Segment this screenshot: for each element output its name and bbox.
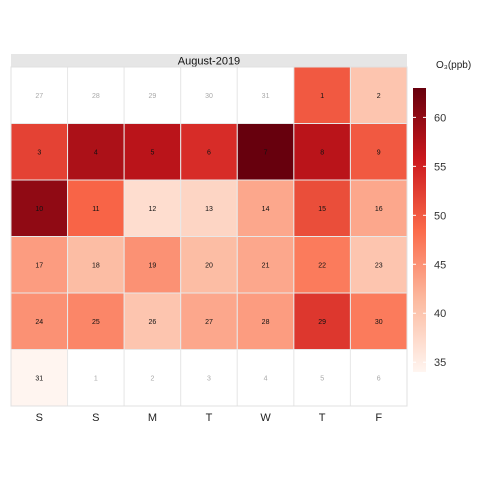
calendar-cell	[180, 123, 238, 181]
day-label: 2	[150, 375, 154, 382]
weekday-label: M	[148, 412, 157, 424]
calendar-cell	[180, 292, 238, 350]
legend-tick-label: 40	[434, 308, 446, 320]
legend-tick-label: 60	[434, 112, 446, 124]
calendar-cell	[236, 123, 295, 181]
calendar-cell-empty	[349, 349, 408, 407]
day-label: 13	[205, 206, 213, 213]
day-label: 7	[264, 149, 268, 156]
day-label: 30	[375, 319, 383, 326]
calendar-cell-empty	[293, 349, 351, 407]
day-label: 6	[207, 149, 211, 156]
day-label: 19	[149, 262, 157, 269]
legend-tick-label: 50	[434, 210, 446, 222]
calendar-cell	[293, 123, 351, 181]
weekday-label: S	[36, 412, 43, 424]
calendar-cell	[236, 179, 295, 237]
legend-tick-label: 55	[434, 161, 446, 173]
legend-title: O₃(ppb)	[436, 60, 471, 71]
title-strip	[11, 54, 407, 67]
day-label: 16	[375, 206, 383, 213]
calendar-cell	[349, 66, 408, 124]
day-label: 6	[377, 375, 381, 382]
legend-tick-label: 35	[434, 357, 446, 369]
calendar-cell	[123, 236, 182, 294]
day-label: 25	[92, 319, 100, 326]
weekday-label: S	[92, 412, 99, 424]
calendar-cell	[349, 123, 408, 181]
calendar-cell	[349, 236, 408, 294]
chart-title: August-2019	[178, 56, 240, 68]
weekday-label: T	[206, 412, 213, 424]
calendar-cell	[10, 236, 69, 294]
weekday-label: F	[375, 412, 382, 424]
day-label: 3	[207, 375, 211, 382]
day-label: 1	[320, 93, 324, 100]
day-label: 26	[149, 319, 157, 326]
day-label: 9	[377, 149, 381, 156]
day-label: 10	[35, 206, 43, 213]
day-label: 29	[318, 319, 326, 326]
calendar-cell	[10, 123, 69, 181]
day-label: 28	[262, 319, 270, 326]
day-label: 28	[92, 93, 100, 100]
calendar-cell-empty	[67, 349, 125, 407]
day-label: 5	[320, 375, 324, 382]
day-label: 30	[205, 93, 213, 100]
calendar-cell	[293, 236, 351, 294]
day-label: 29	[149, 93, 157, 100]
day-label: 1	[94, 375, 98, 382]
day-label: 5	[150, 149, 154, 156]
day-label: 3	[37, 149, 41, 156]
day-label: 17	[35, 262, 43, 269]
day-label: 27	[205, 319, 213, 326]
day-label: 4	[94, 149, 98, 156]
day-label: 8	[320, 149, 324, 156]
calendar-cell	[180, 179, 238, 237]
calendar-cell	[236, 292, 295, 350]
day-label: 24	[35, 319, 43, 326]
calendar-cell	[67, 123, 125, 181]
day-label: 31	[262, 93, 270, 100]
day-label: 27	[35, 93, 43, 100]
day-label: 15	[318, 206, 326, 213]
day-label: 31	[35, 375, 43, 382]
calendar-cell-empty	[180, 349, 238, 407]
calendar-cell	[293, 66, 351, 124]
day-label: 12	[149, 206, 157, 213]
legend-ticks: 35 40 45 50 55 60	[413, 112, 446, 369]
panel-border	[10, 66, 408, 407]
legend-colorbar	[413, 88, 426, 372]
day-label: 4	[264, 375, 268, 382]
day-label: 20	[205, 262, 213, 269]
calendar-cell	[293, 292, 351, 350]
weekday-label: T	[319, 412, 326, 424]
calendar-cell-empty	[123, 349, 182, 407]
weekday-label: W	[260, 412, 271, 424]
day-label: 18	[92, 262, 100, 269]
day-label: 2	[377, 93, 381, 100]
day-label: 21	[262, 262, 270, 269]
day-label: 11	[92, 206, 99, 213]
calendar-cell	[180, 236, 238, 294]
legend-tick-label: 45	[434, 259, 446, 271]
day-label: 22	[318, 262, 326, 269]
calendar-cell	[10, 292, 69, 350]
calendar-cell	[10, 179, 69, 237]
day-label: 23	[375, 262, 383, 269]
calendar-cell	[123, 292, 182, 350]
day-label: 14	[262, 206, 270, 213]
